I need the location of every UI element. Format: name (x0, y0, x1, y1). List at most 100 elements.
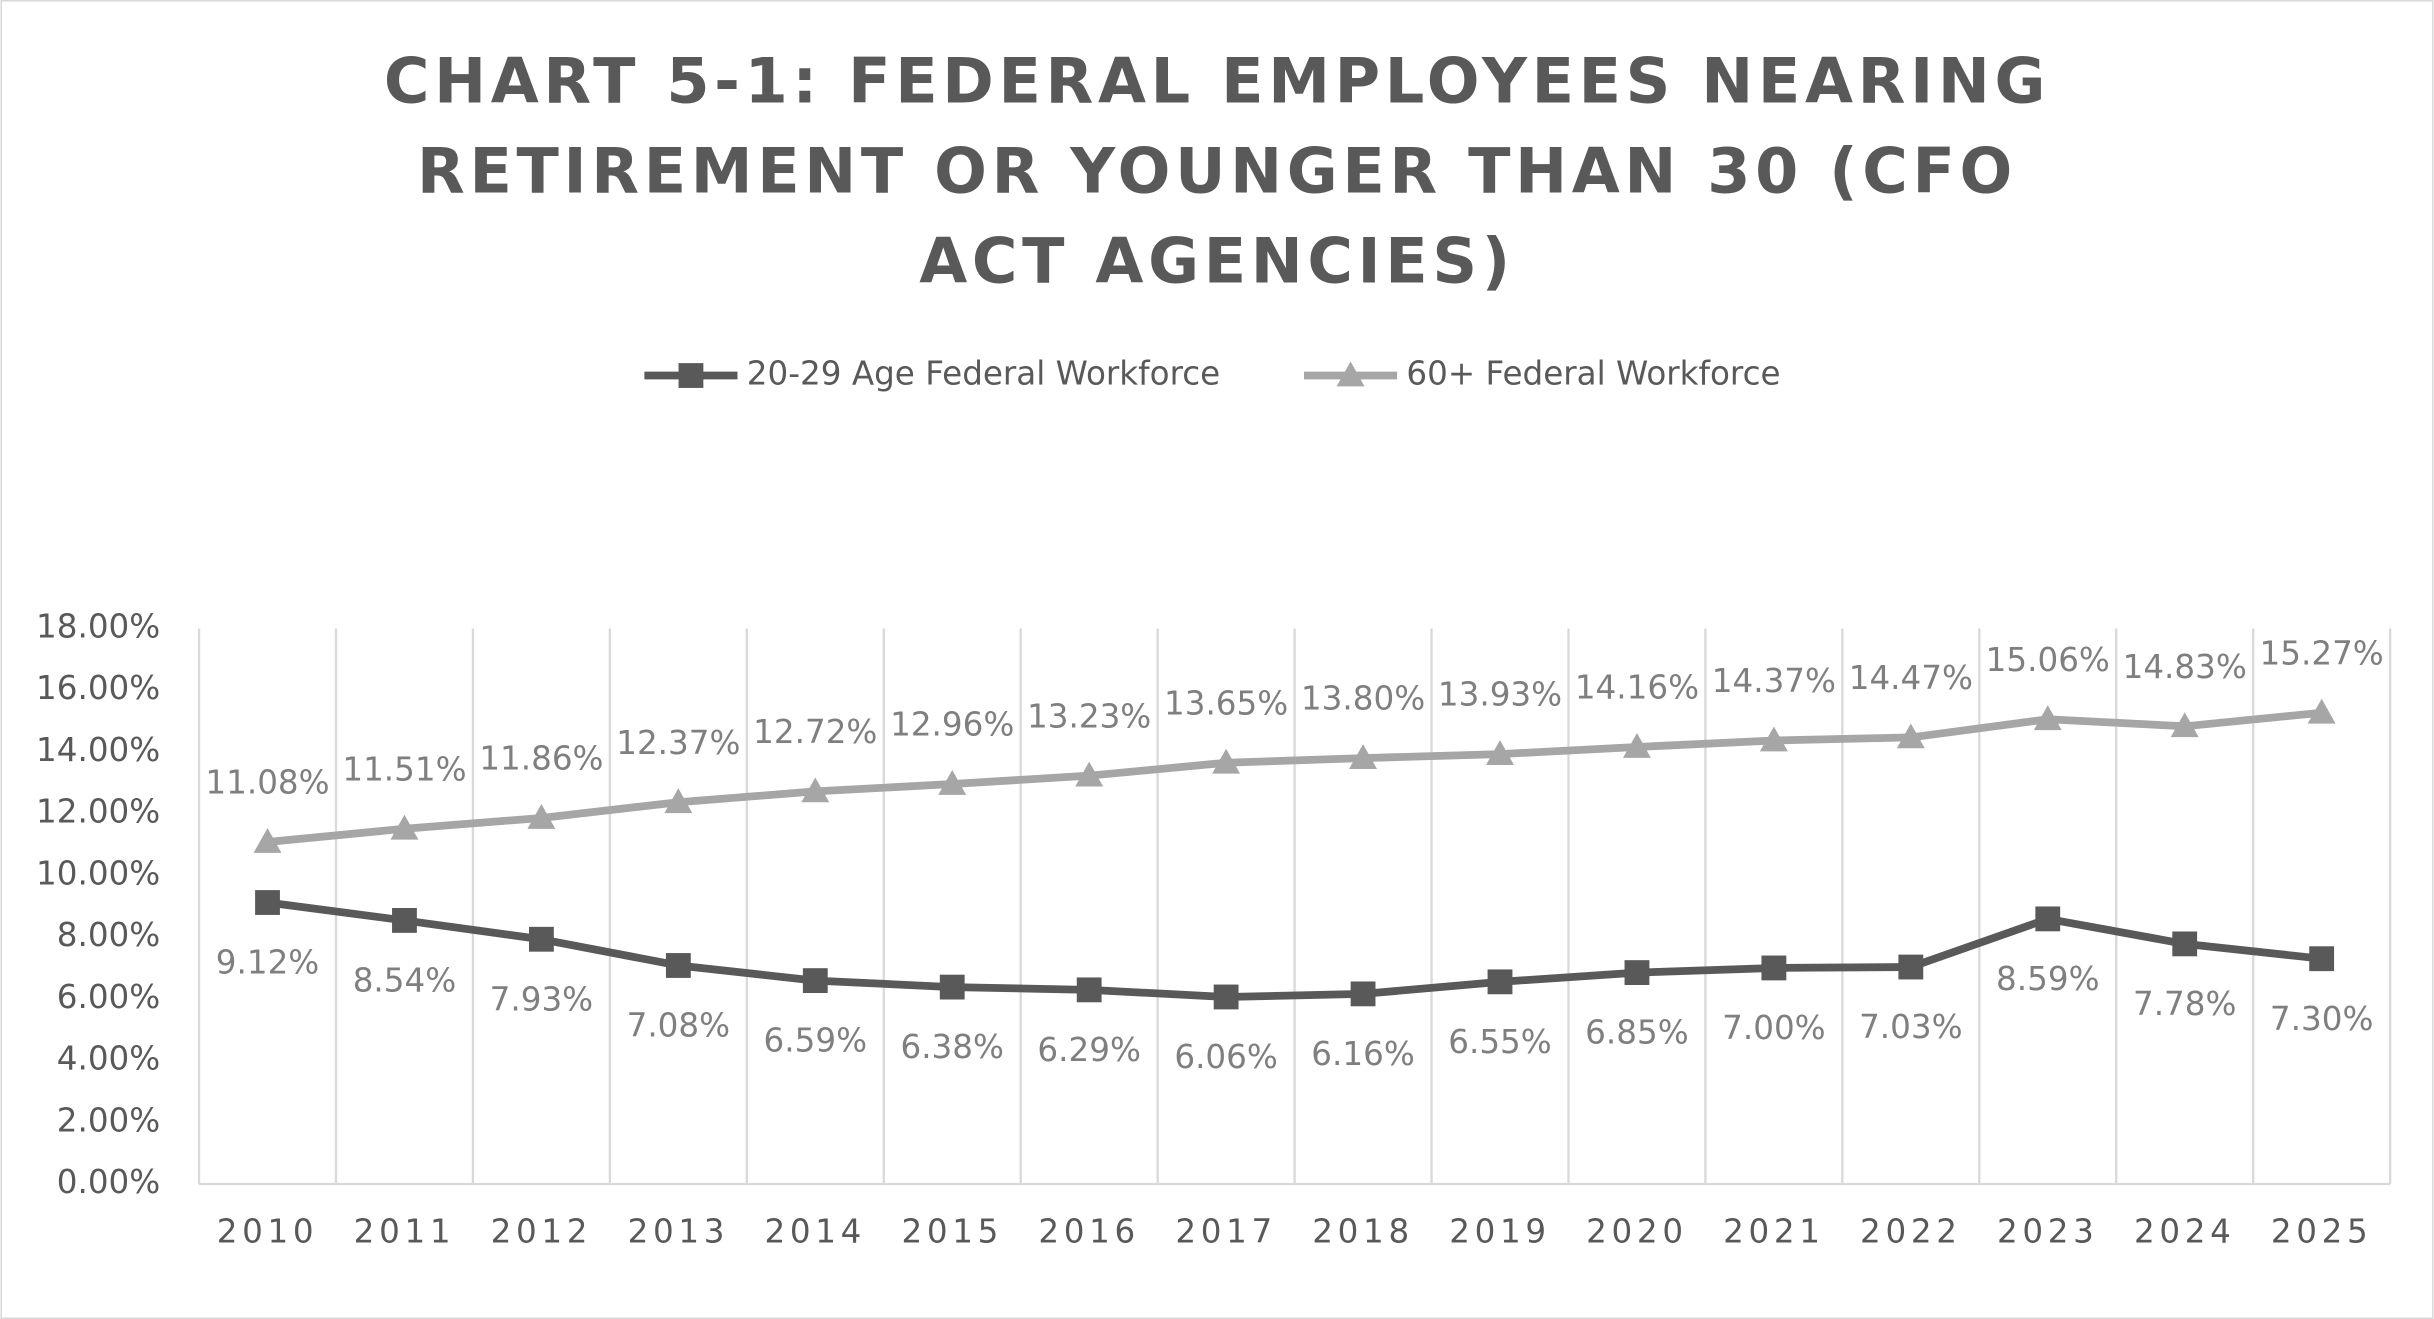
marker (802, 968, 828, 994)
x-tick-label: 2019 (1449, 1213, 1551, 1251)
data-label: 11.86% (479, 740, 603, 778)
x-tick-label: 2018 (1312, 1213, 1414, 1251)
data-label: 6.29% (1037, 1031, 1141, 1069)
x-tick-label: 2025 (2271, 1213, 2373, 1251)
x-tick-label: 2014 (765, 1213, 867, 1251)
marker (1212, 748, 1241, 774)
data-label: 13.65% (1164, 684, 1288, 722)
data-label: 11.08% (205, 764, 329, 802)
marker (1896, 723, 1925, 749)
marker (2172, 931, 2198, 957)
data-label: 7.93% (490, 980, 594, 1018)
data-label: 7.08% (627, 1007, 731, 1045)
marker (528, 926, 554, 952)
data-label: 6.38% (900, 1028, 1004, 1066)
marker (665, 953, 691, 978)
y-tick-label: 6.00% (57, 978, 161, 1016)
marker (527, 803, 556, 829)
data-label: 6.06% (1174, 1038, 1278, 1076)
data-label: 12.96% (890, 706, 1014, 744)
data-label: 13.23% (1027, 697, 1151, 735)
marker (1622, 733, 1651, 758)
marker (2170, 712, 2199, 738)
data-label: 6.16% (1311, 1035, 1415, 1073)
y-tick-label: 0.00% (57, 1163, 161, 1201)
data-label: 7.00% (1722, 1009, 1826, 1047)
marker (1624, 960, 1650, 985)
chart-title: CHART 5-1: FEDERAL EMPLOYEES NEARING RET… (383, 46, 2051, 298)
data-label: 7.30% (2270, 1000, 2374, 1038)
legend-label: 60+ Federal Workforce (1406, 355, 1780, 393)
marker (2033, 705, 2062, 731)
data-label: 7.03% (1859, 1008, 1963, 1046)
marker (1487, 969, 1513, 995)
marker (2309, 946, 2335, 972)
legend-marker (678, 363, 704, 388)
marker (1076, 977, 1102, 1003)
x-tick-label: 2013 (628, 1213, 730, 1251)
data-label: 6.55% (1448, 1023, 1552, 1061)
marker (1075, 761, 1104, 787)
data-label: 15.06% (1986, 641, 2110, 679)
marker (390, 814, 419, 840)
x-tick-label: 2023 (1997, 1213, 2099, 1251)
data-label: 6.85% (1585, 1014, 1689, 1052)
y-tick-label: 8.00% (57, 916, 161, 954)
marker (1898, 954, 1924, 980)
title-box: CHART 5-1: FEDERAL EMPLOYEES NEARING RET… (383, 46, 2051, 298)
data-label: 8.54% (353, 961, 456, 999)
y-tick-label: 2.00% (57, 1101, 161, 1139)
y-tick-label: 4.00% (57, 1040, 161, 1078)
marker (1213, 984, 1239, 1010)
x-tick-label: 2010 (217, 1213, 319, 1251)
marker (2035, 906, 2061, 932)
marker (392, 908, 417, 933)
x-tick-label: 2024 (2134, 1213, 2236, 1251)
y-tick-label: 10.00% (36, 854, 160, 892)
data-label: 7.78% (2133, 985, 2237, 1023)
data-label: 15.27% (2260, 634, 2384, 672)
marker (255, 890, 280, 915)
marker (1761, 955, 1787, 981)
x-tick-label: 2021 (1723, 1213, 1825, 1251)
marker (939, 974, 965, 1000)
data-label: 6.59% (764, 1022, 868, 1060)
y-tick-label: 14.00% (36, 731, 160, 769)
data-label: 14.16% (1575, 669, 1699, 707)
legend-marker (1336, 361, 1365, 387)
data-label: 12.72% (753, 713, 877, 751)
x-tick-label: 2011 (354, 1213, 456, 1251)
marker (1349, 744, 1378, 769)
data-label: 14.47% (1849, 659, 1973, 697)
marker (253, 828, 282, 853)
data-label: 14.83% (2123, 648, 2247, 686)
series-line (267, 898, 2323, 1001)
x-tick-label: 2022 (1860, 1213, 1962, 1251)
marker (2307, 698, 2336, 724)
marker (1350, 981, 1376, 1007)
data-label: 9.12% (216, 944, 320, 982)
marker (664, 788, 693, 814)
data-label: 8.59% (1996, 960, 2100, 998)
data-label: 13.80% (1301, 680, 1425, 718)
data-label: 13.93% (1438, 676, 1562, 714)
data-label: 14.37% (1712, 662, 1836, 700)
data-label: 12.37% (616, 724, 740, 762)
x-tick-label: 2012 (491, 1213, 593, 1251)
marker (1759, 726, 1788, 752)
data-label: 11.51% (342, 750, 466, 788)
x-tick-label: 2017 (1175, 1213, 1277, 1251)
y-tick-label: 18.00% (36, 607, 160, 645)
x-tick-label: 2015 (901, 1213, 1003, 1251)
x-tick-label: 2020 (1586, 1213, 1688, 1251)
x-tick-label: 2016 (1038, 1213, 1140, 1251)
series-line (267, 708, 2323, 846)
marker (938, 770, 967, 795)
marker (1486, 740, 1514, 765)
y-tick-label: 16.00% (36, 669, 160, 707)
y-tick-label: 12.00% (36, 793, 160, 831)
legend-label: 20-29 Age Federal Workforce (747, 355, 1220, 393)
marker (801, 777, 830, 803)
